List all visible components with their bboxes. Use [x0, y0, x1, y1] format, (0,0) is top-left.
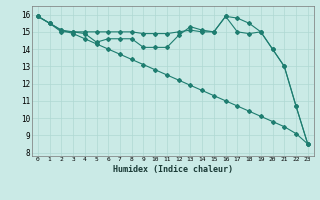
- X-axis label: Humidex (Indice chaleur): Humidex (Indice chaleur): [113, 165, 233, 174]
